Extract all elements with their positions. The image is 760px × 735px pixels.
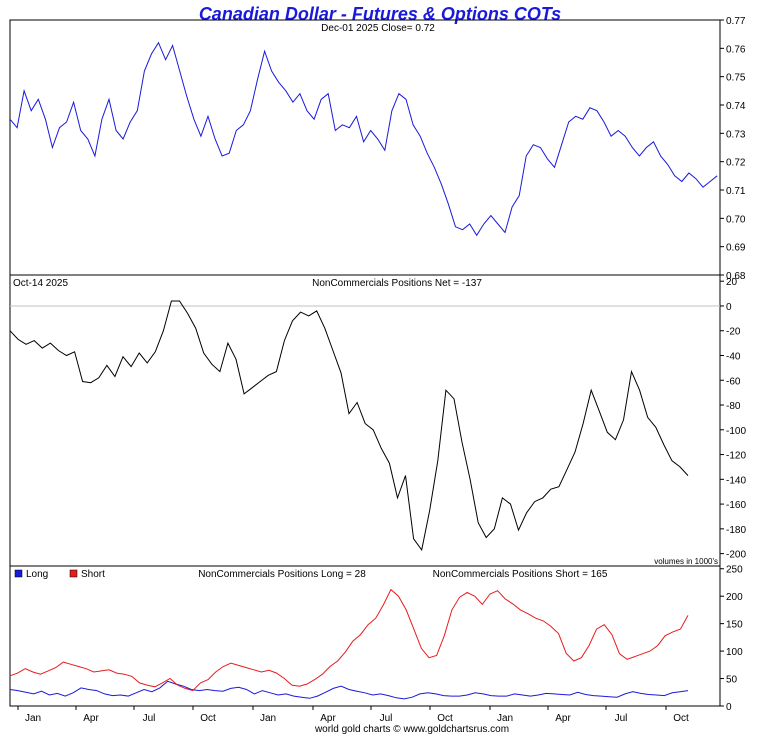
y-tick-label-net-7: -120 <box>726 451 746 462</box>
y-tick-label-price-6: 0.71 <box>726 186 746 197</box>
y-tick-label-net-3: -40 <box>726 351 741 362</box>
y-tick-label-price-4: 0.73 <box>726 129 746 140</box>
x-tick-label-8: Jan <box>497 713 513 724</box>
y-tick-label-long-short-1: 200 <box>726 592 743 603</box>
x-tick-label-1: Apr <box>83 713 99 724</box>
chart-title: Canadian Dollar - Futures & Options COTs <box>199 4 561 24</box>
legend-short-swatch <box>69 569 78 578</box>
y-tick-label-long-short-5: 0 <box>726 702 732 713</box>
x-tick-label-6: Jul <box>380 713 393 724</box>
y-tick-label-price-8: 0.69 <box>726 243 746 254</box>
series-line-price-0 <box>9 41 718 237</box>
series-line-long-short-long <box>9 680 689 700</box>
y-tick-label-net-11: -200 <box>726 550 746 561</box>
y-tick-label-net-8: -140 <box>726 475 746 486</box>
y-tick-label-long-short-4: 50 <box>726 675 738 686</box>
legend-long-swatch <box>14 569 23 578</box>
series-line-net-0 <box>9 300 689 552</box>
x-tick-label-5: Apr <box>320 713 336 724</box>
net-header: NonCommercials Positions Net = -137 <box>312 278 482 289</box>
chart-marks: 0.77 0.76 0.75 0.74 0.73 0.72 0.71 0.70 0.69 0.68… <box>9 16 746 724</box>
price-header: Dec-01 2025 Close= 0.72 <box>321 23 435 34</box>
y-tick-label-price-3: 0.74 <box>726 101 746 112</box>
y-tick-label-net-6: -100 <box>726 426 746 437</box>
y-tick-label-net-1: 0 <box>726 302 732 313</box>
series-line-long-short-short <box>9 588 689 692</box>
net-date-label: Oct-14 2025 <box>13 278 68 289</box>
legend-short-label: Short <box>81 569 105 580</box>
y-tick-label-long-short-0: 250 <box>726 565 743 576</box>
y-tick-label-net-4: -60 <box>726 376 741 387</box>
x-tick-label-9: Apr <box>555 713 571 724</box>
y-tick-label-net-10: -180 <box>726 525 746 536</box>
y-tick-label-price-7: 0.70 <box>726 214 746 225</box>
price-panel-frame <box>9 19 721 276</box>
footer-credit: world gold charts © www.goldchartsrus.co… <box>314 724 509 735</box>
y-tick-label-long-short-2: 150 <box>726 620 743 631</box>
y-tick-label-net-5: -80 <box>726 401 741 412</box>
y-tick-label-price-1: 0.76 <box>726 44 746 55</box>
y-tick-label-long-short-3: 100 <box>726 647 743 658</box>
x-tick-label-10: Jul <box>615 713 628 724</box>
net-panel-frame <box>9 274 721 567</box>
y-tick-label-net-2: -20 <box>726 327 741 338</box>
y-tick-label-net-0: 20 <box>726 277 738 288</box>
legend-long-label: Long <box>26 569 48 580</box>
longshort-panel-frame <box>9 565 721 707</box>
y-tick-label-price-5: 0.72 <box>726 158 746 169</box>
short-header: NonCommercials Positions Short = 165 <box>433 569 608 580</box>
long-header: NonCommercials Positions Long = 28 <box>198 569 366 580</box>
y-tick-label-price-0: 0.77 <box>726 16 746 27</box>
y-tick-label-net-9: -160 <box>726 500 746 511</box>
x-tick-label-3: Oct <box>200 713 216 724</box>
x-tick-label-4: Jan <box>260 713 276 724</box>
volumes-note: volumes in 1000's <box>654 557 718 566</box>
y-tick-label-price-2: 0.75 <box>726 73 746 84</box>
x-tick-label-2: Jul <box>143 713 156 724</box>
x-tick-label-7: Oct <box>437 713 453 724</box>
y-tick-label-price-9: 0.68 <box>726 271 746 282</box>
x-tick-label-11: Oct <box>673 713 689 724</box>
x-tick-label-0: Jan <box>25 713 41 724</box>
